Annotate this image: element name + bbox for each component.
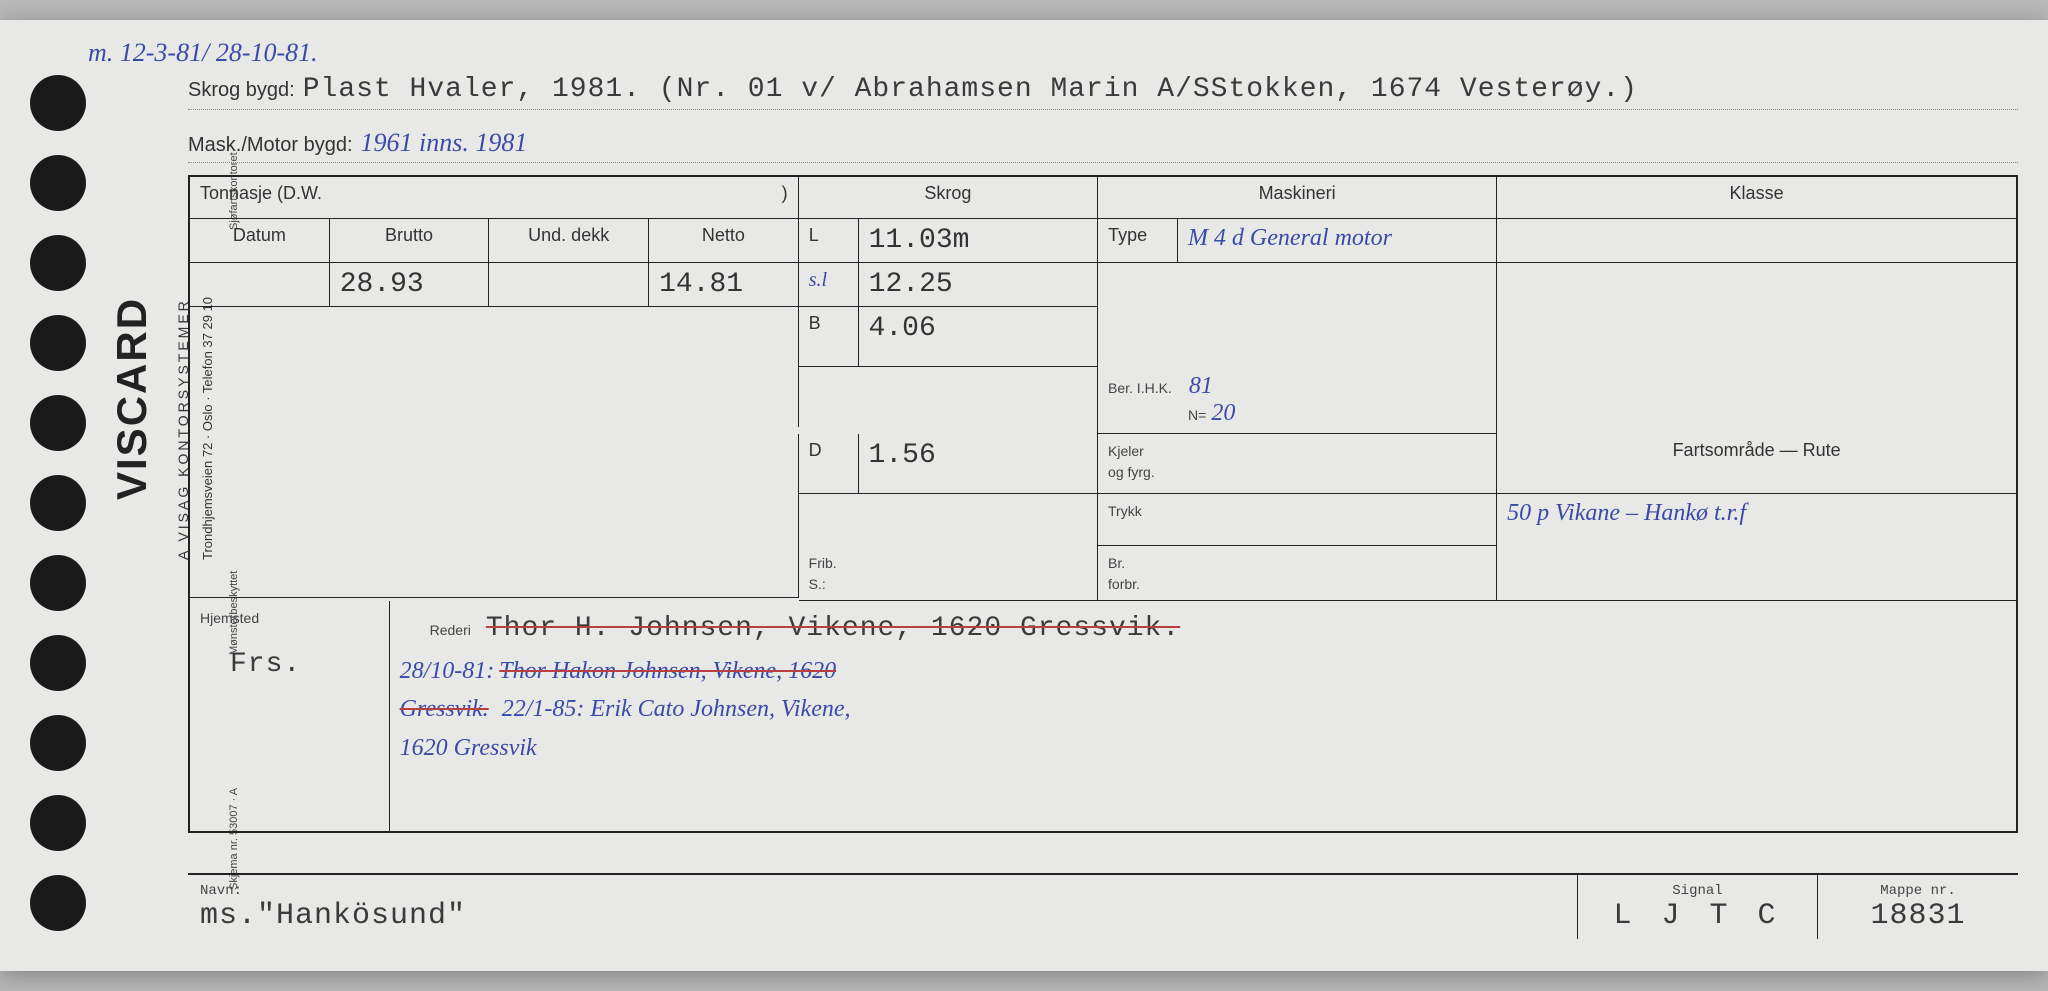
punch-hole-strip [0,20,38,971]
hdr-mappe: Mappe nr. [1880,883,1956,899]
hdr-navn: Navn: [200,883,242,899]
main-grid: Tonnasje (D.W. ) Skrog Maskineri Klasse … [188,175,2018,833]
hdr-klasse: Klasse [1497,177,2016,219]
hdr-tonnasje: Tonnasje (D.W. [200,183,322,212]
val-sl: 12.25 [869,269,953,300]
hdr-rederi: Rederi [430,622,471,638]
hdr-trykk: Trykk [1108,503,1142,519]
label-skrog-bygd: Skrog bygd: [188,79,303,102]
hdr-und-dekk: Und. dekk [489,219,649,263]
hdr-nz: N= [1188,407,1206,423]
rederi-l2b: Thor Hakon Johnsen, Vikene, 1620 [499,658,836,684]
val-ber: 81 [1189,373,1213,399]
rederi-l3a: Gressvik. [400,696,489,722]
hdr-type: Type [1098,219,1178,263]
hdr-signal: Signal [1672,883,1722,899]
hdr-L: L [799,219,859,263]
hdr-frib: Frib. S.: [809,555,837,592]
index-card: VISCARD A VISAG KONTORSYSTEMER Trondhjem… [0,20,2048,971]
label-mask-motor: Mask./Motor bygd: [188,134,361,157]
hdr-datum: Datum [190,219,330,263]
val-nz: 20 [1211,400,1235,426]
value-mask-motor: 1961 inns. 1981 [361,128,528,158]
hdr-kjeler: Kjeler og fyrg. [1108,443,1155,480]
hdr-netto: Netto [649,219,799,263]
val-navn: ms."Hankösund" [200,899,466,933]
hdr-B: B [799,307,859,367]
value-skrog-bygd: Plast Hvaler, 1981. (Nr. 01 v/ Abrahamse… [303,74,1638,105]
val-D: 1.56 [869,440,936,471]
bottom-row: Navn: ms."Hankösund" Signal L J T C Mapp… [188,873,2018,939]
val-L: 11.03m [869,225,970,256]
hdr-D: D [799,434,859,494]
val-type: M 4 d General motor [1188,225,1392,251]
val-netto: 14.81 [659,269,743,300]
val-B: 4.06 [869,313,936,344]
val-brutto: 28.93 [340,269,424,300]
hdr-br-forbr: Br. forbr. [1108,555,1140,592]
hdr-skrog: Skrog [799,177,1098,219]
rederi-l1: Thor H. Johnsen, Vikene, 1620 Gressvik. [486,613,1180,644]
hdr-hjemsted: Hjemsted [200,610,259,626]
hdr-ber: Ber. I.H.K. [1108,380,1172,396]
hdr-fartsomrade: Fartsområde — Rute [1497,434,2016,494]
rederi-l2a: 28/10-81: [400,658,495,684]
hdr-maskineri: Maskineri [1098,177,1497,219]
val-fartsomrade: 50 p Vikane – Hankø t.r.f [1507,500,1746,526]
form-body: m. 12-3-81/ 28-10-81. Skrog bygd: Plast … [38,20,2048,971]
top-annotation: m. 12-3-81/ 28-10-81. [88,38,318,68]
val-mappe: 18831 [1870,899,1965,933]
val-signal: L J T C [1613,899,1781,933]
rederi-l3b: 22/1-85: Erik Cato Johnsen, Vikene, [502,696,851,722]
hdr-sl: s.l [809,269,827,291]
rederi-l4: 1620 Gressvik [400,735,537,761]
hdr-brutto: Brutto [330,219,490,263]
val-hjemsted: Frs. [230,649,301,680]
hdr-tonnasje-close: ) [782,183,788,212]
